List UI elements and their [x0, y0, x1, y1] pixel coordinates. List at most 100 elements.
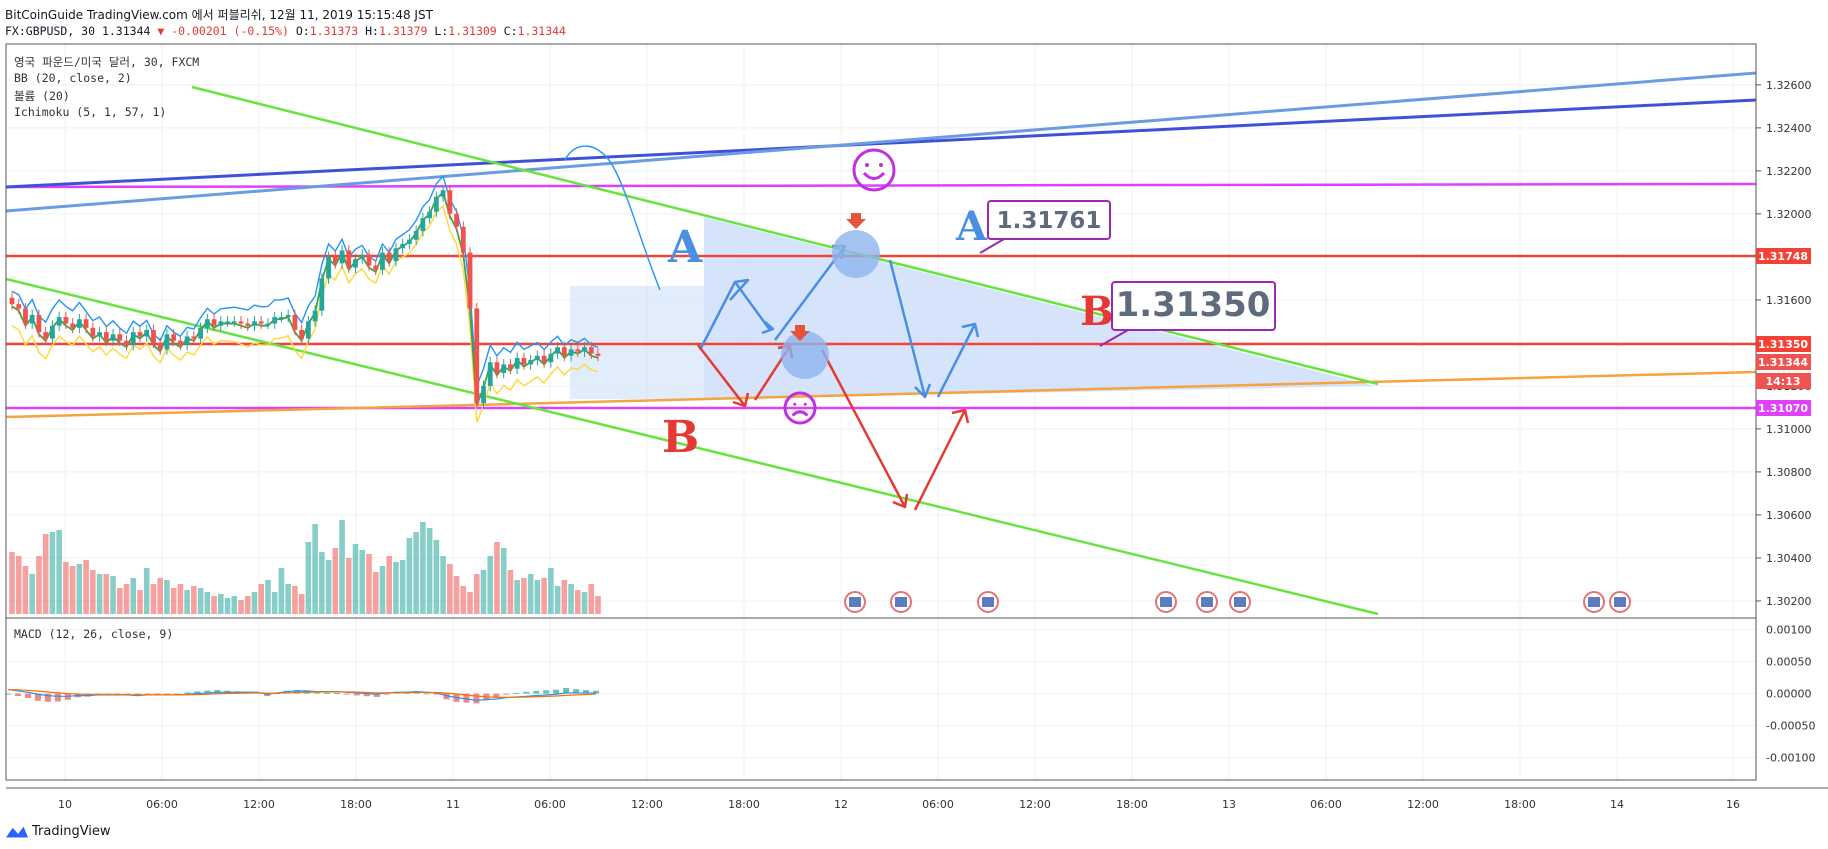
event-flag-inner	[1160, 597, 1172, 607]
macd-tick-label: 0.00100	[1766, 624, 1812, 637]
event-flag-inner	[982, 597, 994, 607]
candle-body	[386, 252, 392, 262]
candle-body	[420, 218, 426, 232]
volume-bar	[218, 594, 224, 614]
candle-body	[110, 334, 116, 341]
candle-body	[272, 317, 278, 324]
macd-histogram-bar	[24, 693, 31, 699]
y-tick-label: 1.32000	[1766, 208, 1812, 221]
volume-bar	[393, 562, 399, 614]
volume-bar	[265, 580, 271, 614]
volume-bar	[63, 562, 69, 614]
volume-bar	[123, 584, 130, 614]
volume-bar	[406, 538, 413, 614]
volume-bar	[312, 524, 318, 614]
candle-body	[231, 321, 237, 323]
callout-b-pointer	[1099, 329, 1129, 347]
candle-body	[407, 239, 412, 244]
macd-histogram-bar	[583, 690, 590, 694]
callout-a-text: 1.31761	[997, 208, 1102, 234]
macd-histogram-bar	[54, 693, 61, 702]
macd-histogram-bar	[14, 693, 21, 697]
volume-bar	[581, 592, 588, 614]
price-label-box	[1756, 248, 1811, 264]
candle-body	[413, 231, 419, 240]
candle-body	[454, 213, 459, 227]
channel-bottom-line	[5, 277, 1379, 616]
macd-histogram-bar	[563, 688, 570, 694]
scenario-a-arrow-3	[888, 259, 927, 398]
candle-body	[238, 321, 244, 324]
cloud-area	[570, 286, 704, 399]
macd-histogram-bar	[284, 690, 291, 694]
macd-histogram-bar	[533, 690, 540, 694]
candle-body	[43, 332, 49, 339]
change-value: ▼ -0.00201 (-0.15%)	[157, 24, 289, 38]
macd-histogram-bar	[363, 693, 370, 697]
volume-bar	[164, 580, 170, 614]
candle-body	[353, 259, 358, 268]
label-a: A	[667, 222, 703, 273]
event-flag-inner	[895, 597, 907, 607]
candle-body	[130, 332, 136, 346]
candle-body	[380, 252, 385, 270]
macd-histogram-bar	[204, 690, 211, 694]
price-label-text: 1.31748	[1758, 250, 1808, 263]
event-flag-inner	[849, 597, 861, 607]
macd-histogram-bar	[503, 693, 510, 695]
volume-bar	[467, 592, 473, 614]
callout-b-box	[1111, 281, 1276, 331]
candle-body	[23, 308, 28, 324]
candle-body	[76, 319, 82, 328]
volume-bar	[69, 566, 76, 614]
x-tick-label: 12:00	[1019, 798, 1051, 811]
high-value: 1.31379	[378, 24, 428, 38]
volume-bar	[137, 590, 143, 614]
scenario-b-arrow-1	[697, 344, 746, 407]
macd-histogram-bar	[463, 693, 470, 703]
volume-bar	[359, 550, 366, 614]
candle-body	[36, 314, 42, 333]
candle-body	[164, 334, 170, 350]
low-value: 1.31309	[448, 24, 497, 38]
volume-bar	[103, 574, 110, 614]
volume-bar	[157, 578, 163, 614]
x-tick-label: 06:00	[146, 798, 178, 811]
x-tick-label: 18:00	[1116, 798, 1148, 811]
candle-body	[252, 321, 257, 326]
candle-body	[258, 321, 264, 324]
candle-body	[501, 364, 507, 374]
annotations: A B A B 1.31761 1.31350	[662, 148, 1631, 613]
level-lines	[5, 71, 1757, 616]
volume-bar	[379, 566, 386, 614]
candle-body	[575, 349, 581, 352]
macd-histogram-bar	[473, 693, 480, 704]
macd-histogram-bar	[174, 693, 181, 695]
volume-bar	[56, 530, 62, 614]
y-tick-label: 1.30400	[1766, 552, 1812, 565]
candle-body	[171, 334, 177, 341]
macd-histogram-bar	[383, 693, 390, 695]
volume-bar	[36, 556, 42, 614]
footer-brand[interactable]: TradingView	[6, 824, 111, 839]
volume-bar	[521, 578, 527, 614]
macd-histogram-bar	[323, 692, 330, 694]
volume-bar	[305, 542, 312, 614]
scenario-a-head-4	[914, 383, 932, 399]
candle-body	[184, 336, 190, 346]
volume-bar	[96, 574, 103, 614]
price-label-text: 1.31344	[1758, 356, 1808, 369]
legend-title: 영국 파운드/미국 달러, 30, FXCM	[14, 55, 200, 69]
volume-bar	[292, 586, 298, 614]
legend-macd: MACD (12, 26, close, 9)	[14, 627, 174, 641]
volume-bar	[143, 568, 150, 614]
y-tick-label: 1.31000	[1766, 423, 1812, 436]
macd-histogram-bar	[543, 690, 550, 694]
volume-bar	[345, 558, 352, 614]
candle-body	[218, 321, 224, 326]
label-b-chart: B	[1080, 288, 1114, 335]
volume-bar	[116, 588, 123, 614]
volume-bar	[170, 588, 177, 614]
frown-icon-mouth	[791, 410, 809, 417]
